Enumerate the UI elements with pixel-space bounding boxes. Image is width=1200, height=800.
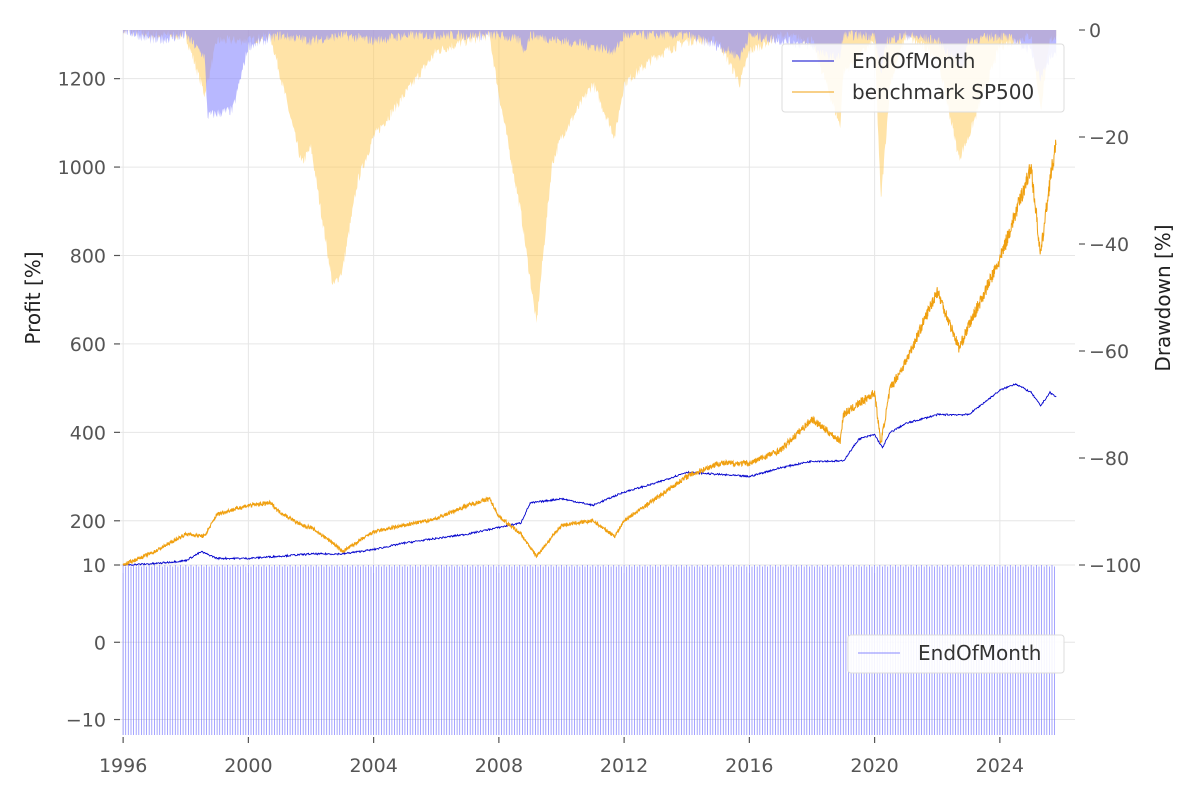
y2-tick-label: −80: [1089, 448, 1129, 470]
x-tick-label: 2004: [349, 755, 397, 777]
y-tick-label: 1000: [58, 157, 106, 179]
y2-tick-label: 0: [1089, 20, 1101, 42]
y2-tick-label: −40: [1089, 234, 1129, 256]
y-tick-label: 1200: [58, 69, 106, 91]
y2-tick-label: −20: [1089, 127, 1129, 149]
legend-label-endofmonth: EndOfMonth: [852, 49, 975, 73]
x-tick-label: 1996: [99, 755, 147, 777]
y-tick-label-bottom: −10: [66, 710, 106, 732]
y-tick-label: 800: [70, 245, 106, 267]
x-tick-label: 2008: [475, 755, 523, 777]
series-line-endofmonth: [122, 383, 1057, 567]
series-line-benchmark: [122, 139, 1057, 567]
x-tick-label: 2000: [224, 755, 272, 777]
y2-tick-label: −60: [1089, 341, 1129, 363]
legend-label-trades: EndOfMonth: [918, 641, 1041, 665]
y2-axis-title: Drawdown [%]: [1151, 224, 1175, 371]
y2-tick-label: −100: [1089, 555, 1141, 577]
y-tick-label: 600: [70, 334, 106, 356]
x-tick-label: 2012: [600, 755, 648, 777]
x-tick-label: 2016: [725, 755, 773, 777]
y-axis-title: Profit [%]: [21, 251, 45, 344]
legend-bottom: EndOfMonth: [847, 634, 1065, 674]
x-tick-label: 2024: [976, 755, 1024, 777]
axis-ticks: 1996 2000 2004 2008 2012 2016 2020 2024 200 400 60…: [58, 20, 1142, 777]
drawdown-area-benchmark: [123, 30, 1057, 323]
legend-label-benchmark: benchmark SP500: [852, 80, 1034, 104]
y-tick-label: 400: [70, 422, 106, 444]
y-tick-label-bottom: 0: [94, 632, 106, 654]
legend-top: EndOfMonth benchmark SP500: [781, 43, 1065, 113]
y-tick-label: 200: [70, 511, 106, 533]
y-tick-label-bottom: 10: [82, 555, 106, 577]
x-tick-label: 2020: [850, 755, 898, 777]
